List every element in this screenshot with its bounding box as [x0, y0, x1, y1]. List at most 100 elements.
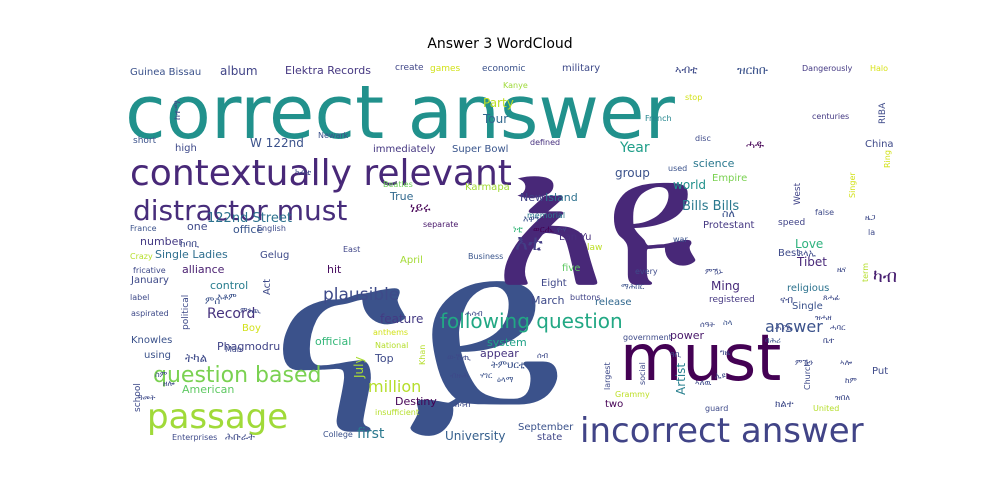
word-57: Destiny: [395, 395, 437, 408]
word-91: separate: [423, 220, 458, 229]
word-47: immediately: [373, 144, 436, 155]
word-40: alliance: [182, 263, 225, 276]
word-39: Single Ladies: [155, 248, 228, 261]
word-185: ዓመት: [138, 393, 156, 402]
word-36: office: [233, 223, 263, 236]
word-159: ብዙሕ: [450, 371, 469, 380]
word-158: ሃገር: [480, 371, 493, 380]
word-101: war: [673, 235, 688, 244]
word-108: label: [130, 293, 149, 302]
word-181: ኣለዉ: [695, 378, 711, 387]
word-27: Tour: [482, 112, 508, 126]
word-45: March: [531, 294, 565, 307]
word-103: Boy: [242, 323, 261, 334]
word-167: ምንጪ: [240, 306, 261, 315]
word-90: English: [257, 224, 286, 233]
word-129: political: [181, 295, 191, 330]
word-180: ኢዩ: [715, 371, 726, 380]
word-118: stop: [685, 93, 702, 102]
word-97: January: [130, 275, 169, 286]
word-149: ከባቢ: [180, 239, 199, 250]
word-127: term: [861, 263, 870, 282]
word-29: world: [673, 178, 706, 192]
word-166: ክልተ: [775, 399, 794, 410]
word-32: Ming: [711, 279, 740, 293]
word-7: distractor must: [133, 194, 347, 227]
word-41: True: [389, 190, 414, 203]
word-113: College: [323, 430, 353, 439]
word-168: ክሳብ: [455, 400, 470, 409]
word-107: using: [144, 350, 171, 361]
word-151: ናብ: [780, 295, 793, 306]
word-64: release: [595, 297, 631, 308]
word-174: ጸሓፊ: [823, 293, 840, 302]
word-2: correct answer: [125, 70, 675, 156]
word-169: ሓሳብ: [465, 309, 483, 318]
word-77: Newark: [318, 131, 349, 140]
word-49: Karmapa: [465, 182, 510, 193]
word-105: Knowles: [131, 335, 172, 346]
word-150: ማሕበር: [621, 282, 645, 291]
word-23: University: [445, 429, 506, 443]
word-140: ነይሩ: [410, 201, 431, 216]
word-79: China: [865, 139, 894, 150]
word-74: centuries: [812, 112, 849, 121]
word-16: first: [357, 426, 385, 442]
word-183: ስም: [155, 370, 168, 379]
word-184: ዘሎ: [163, 379, 175, 388]
word-4: contextually relevant: [130, 153, 512, 194]
word-99: buttons: [570, 293, 601, 302]
word-20: feature: [380, 312, 423, 326]
word-38: number: [140, 235, 183, 248]
word-81: Protestant: [703, 220, 755, 231]
word-56: American: [182, 383, 234, 396]
word-115: guard: [705, 404, 728, 413]
word-21: Tibet: [796, 255, 827, 269]
word-42: New: [520, 191, 544, 204]
word-12: answer: [765, 317, 823, 336]
word-15: Record: [207, 306, 255, 322]
word-172: ዝሓዘ: [815, 313, 832, 322]
word-76: high: [175, 143, 197, 154]
word-132: social: [638, 362, 647, 385]
word-155: ዜጋ: [865, 213, 875, 222]
word-50: Top: [374, 352, 394, 365]
word-60: Eight: [541, 278, 567, 289]
word-10: plausible: [323, 285, 399, 305]
word-67: economic: [482, 64, 525, 74]
word-73: French: [645, 114, 672, 123]
word-143: ነቲ: [513, 225, 523, 235]
word-1: እዩ: [495, 113, 697, 329]
word-109: anthems: [373, 328, 408, 337]
word-111: Grammy: [615, 390, 650, 399]
word-161: ሰዓት: [700, 320, 715, 329]
word-22: album: [220, 64, 258, 78]
word-37: one: [187, 220, 208, 233]
word-104: Man: [225, 345, 242, 354]
word-61: five: [562, 263, 580, 274]
word-35: control: [210, 279, 248, 292]
word-24: Elektra Records: [285, 64, 371, 77]
word-136: ዝርከቡ: [737, 63, 769, 77]
word-121: false: [815, 208, 834, 217]
word-123: West: [793, 182, 803, 205]
word-146: ምስ: [205, 296, 220, 307]
word-119: disc: [695, 134, 711, 143]
word-110: National: [375, 341, 408, 350]
word-85: registered: [709, 295, 755, 305]
word-30: science: [693, 157, 735, 170]
word-58: September: [518, 422, 574, 433]
word-114: Enterprises: [172, 433, 217, 442]
word-52: Artist: [674, 363, 688, 395]
word-112: insufficient: [375, 408, 419, 417]
word-130: school: [133, 383, 143, 412]
word-92: law: [587, 243, 602, 253]
word-65: Guinea Bissau: [130, 67, 201, 78]
word-102: government: [623, 333, 672, 342]
word-126: Singer: [848, 172, 857, 198]
word-88: memorial: [527, 211, 565, 220]
word-170: ውሽጢ: [447, 353, 472, 363]
word-69: games: [430, 64, 461, 74]
word-176: ሓባር: [830, 323, 846, 332]
